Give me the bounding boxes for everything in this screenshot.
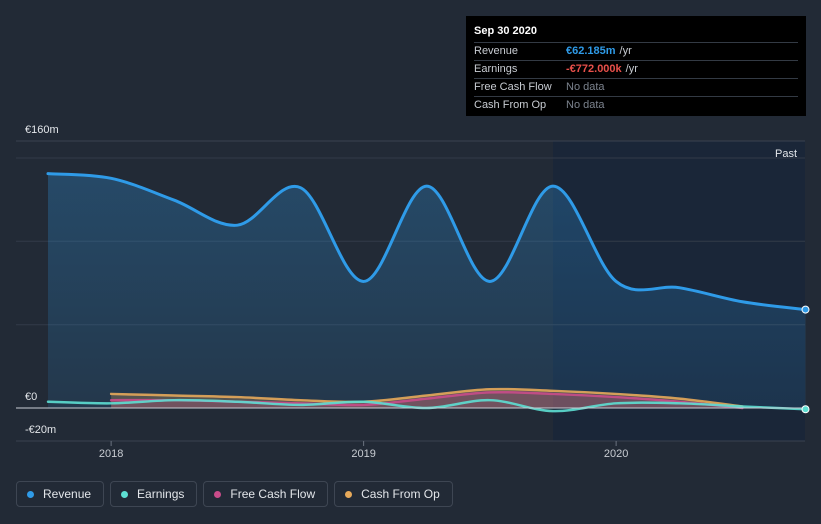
series-area-revenue: [48, 173, 806, 408]
legend-label: Earnings: [137, 487, 185, 501]
past-label: Past: [775, 148, 797, 160]
tooltip-value: -€772.000k: [566, 63, 622, 75]
series-line-cash-from-op: [109, 387, 744, 408]
tooltip-row-free-cash-flow: Free Cash Flow No data: [474, 79, 798, 97]
y-tick-label: €0: [25, 391, 37, 403]
tooltip-unit: /yr: [625, 63, 638, 75]
tooltip-label: Free Cash Flow: [474, 81, 552, 93]
tooltip-value: €62.185m: [566, 45, 616, 57]
tooltip-panel: Sep 30 2020 Revenue €62.185m /yr Earning…: [466, 16, 806, 116]
y-tick-label: -€20m: [25, 424, 56, 436]
legend-dot-icon: [214, 490, 222, 498]
tooltip-label: Earnings: [474, 63, 518, 75]
legend-item-cash-from-op[interactable]: Cash From Op: [334, 481, 453, 507]
tooltip-label: Cash From Op: [474, 99, 547, 111]
x-tick-label: 2020: [604, 448, 628, 460]
x-tick-label: 2019: [351, 448, 375, 460]
tooltip-row-cash-from-op: Cash From Op No data: [474, 97, 798, 114]
tooltip-row-earnings: Earnings -€772.000k /yr: [474, 61, 798, 79]
tooltip-label: Revenue: [474, 45, 519, 57]
end-marker-revenue: [801, 305, 810, 314]
x-tick-label: 2018: [99, 448, 123, 460]
legend: Revenue Earnings Free Cash Flow Cash Fro…: [16, 481, 453, 507]
tooltip-unit: /yr: [619, 45, 632, 57]
tooltip-date: Sep 30 2020: [474, 24, 798, 43]
legend-item-earnings[interactable]: Earnings: [110, 481, 198, 507]
legend-dot-icon: [121, 490, 129, 498]
tooltip-value: No data: [566, 99, 605, 111]
legend-dot-icon: [27, 490, 34, 498]
tooltip-value: No data: [566, 81, 605, 93]
y-tick-label: €160m: [25, 124, 59, 136]
legend-item-revenue[interactable]: Revenue: [16, 481, 105, 507]
end-marker-earnings: [801, 405, 810, 414]
legend-dot-icon: [345, 490, 353, 498]
series-line-revenue: [46, 172, 807, 312]
tooltip-row-revenue: Revenue €62.185m /yr: [474, 43, 798, 61]
legend-label: Revenue: [43, 487, 92, 501]
legend-label: Cash From Op: [361, 487, 440, 501]
legend-item-free-cash-flow[interactable]: Free Cash Flow: [203, 481, 329, 507]
legend-label: Free Cash Flow: [230, 487, 316, 501]
